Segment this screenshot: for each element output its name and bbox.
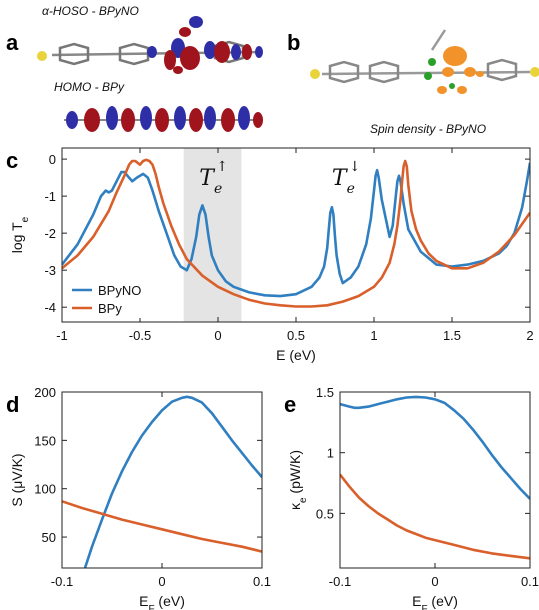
y-axis-label: S (μV/K): [9, 453, 25, 506]
y-axis-label: κe (pW/K): [287, 450, 309, 510]
bpy-homo-molecule: [64, 106, 263, 132]
panel-a-letter: a: [6, 30, 19, 55]
y-tick-label: 200: [34, 385, 56, 400]
y-tick-label: -1: [44, 189, 56, 204]
y-tick-label: -4: [44, 300, 56, 315]
panel-b-caption: Spin density - BPyNO: [370, 122, 487, 136]
panel-d-letter: d: [6, 392, 20, 417]
y-tick-label: 1: [327, 446, 334, 461]
x-tick-label: 0: [214, 328, 221, 343]
panel-a-caption-bottom: HOMO - BPy: [54, 80, 125, 94]
y-tick-label: 150: [34, 433, 56, 448]
panel-e-letter: e: [284, 392, 297, 417]
series-line-bpy: [340, 473, 530, 560]
x-tick-label: 0.5: [287, 328, 305, 343]
y-tick-label: -3: [44, 263, 56, 278]
x-axis-label: EF (eV): [412, 593, 458, 610]
panel-c-letter: c: [6, 148, 19, 173]
series-line-bpyno: [83, 395, 262, 568]
series-line-bpy: [62, 158, 530, 308]
x-tick-label: 1.5: [443, 328, 461, 343]
x-tick-label: -1: [56, 328, 68, 343]
series-line-bpy: [62, 500, 262, 553]
x-tick-label: 0: [158, 574, 165, 589]
legend-box: [68, 278, 160, 318]
bpyno-spin-density-molecule: [310, 29, 539, 94]
x-tick-label: 2: [526, 328, 533, 343]
x-tick-label: -0.1: [51, 574, 73, 589]
y-tick-label: 1.5: [316, 385, 334, 400]
bpyno-hoso-molecule: [37, 16, 263, 74]
y-tick-label: -2: [44, 226, 56, 241]
y-tick-label: 0.5: [316, 506, 334, 521]
x-axis-label: EF (eV): [139, 593, 185, 610]
legend-label-bpy: BPy: [98, 301, 122, 316]
molecule-images: [37, 16, 539, 132]
x-tick-label: 0.1: [253, 574, 271, 589]
x-tick-label: 0: [431, 574, 438, 589]
y-tick-label: 0: [49, 152, 56, 167]
x-axis-label: E (eV): [276, 347, 316, 363]
series-line-bpyno: [340, 395, 530, 500]
y-tick-label: 50: [42, 530, 56, 545]
x-tick-label: -0.1: [329, 574, 351, 589]
x-tick-label: 0.1: [521, 574, 539, 589]
x-tick-label: 1: [370, 328, 377, 343]
plot-frame: [339, 391, 531, 569]
panel-a-caption-top: α-HOSO - BPyNO: [42, 4, 139, 18]
y-tick-label: 100: [34, 482, 56, 497]
x-tick-label: -0.5: [129, 328, 151, 343]
legend-label-bpyno: BPyNO: [98, 283, 141, 298]
panel-b-letter: b: [287, 30, 301, 55]
